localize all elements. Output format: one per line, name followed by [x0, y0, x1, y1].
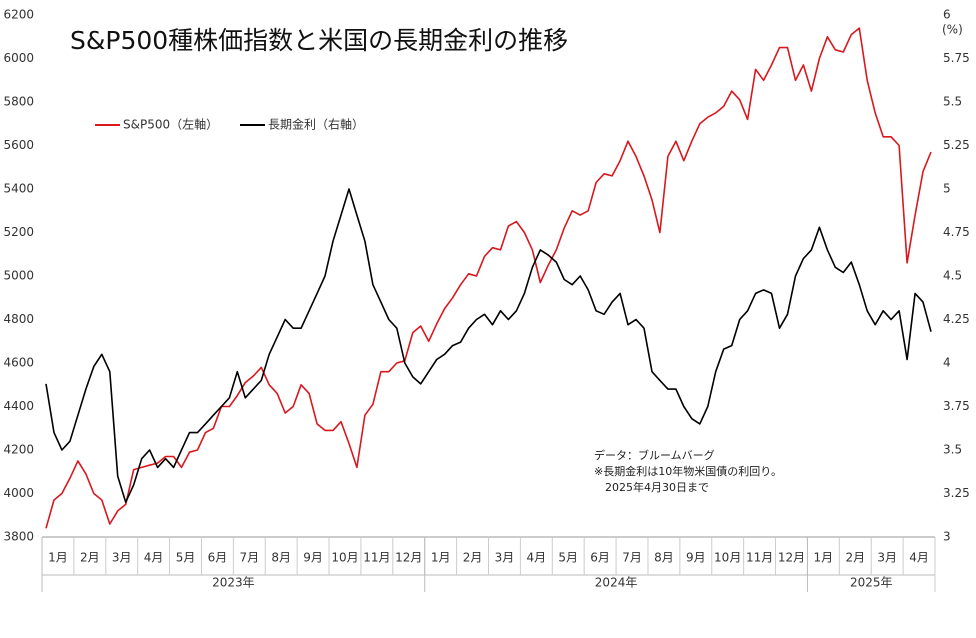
y-tick-label: 5400	[3, 182, 34, 196]
x-tick-label: 2月	[463, 551, 483, 565]
x-group-label: 2024年	[595, 576, 638, 590]
annotation: 2025年4月30日まで	[605, 480, 709, 494]
x-tick-label: 11月	[363, 551, 390, 565]
y-tick-label: 5200	[3, 225, 34, 239]
x-tick-label: 1月	[814, 551, 834, 565]
x-tick-label: 2月	[845, 551, 865, 565]
y-tick-label: 4600	[3, 356, 34, 370]
x-tick-label: 3月	[112, 551, 132, 565]
x-tick-label: 12月	[778, 551, 805, 565]
x-tick-label: 1月	[431, 551, 451, 565]
x-tick-label: 3月	[877, 551, 897, 565]
y2-tick-label: 3.25	[943, 486, 970, 500]
x-group-label: 2023年	[212, 576, 255, 590]
x-tick-label: 9月	[686, 551, 706, 565]
y-tick-label: 5600	[3, 138, 34, 152]
y-tick-label: 5000	[3, 269, 34, 283]
x-tick-label: 9月	[303, 551, 323, 565]
x-tick-label: 1月	[48, 551, 68, 565]
y2-tick-label: 5	[943, 182, 951, 196]
x-tick-label: 8月	[654, 551, 674, 565]
y2-tick-label: 4.5	[943, 269, 962, 283]
x-tick-label: 6月	[208, 551, 228, 565]
y2-tick-label: 4.75	[943, 225, 970, 239]
y2-tick-label: 3	[943, 530, 951, 544]
y2-tick-label: 4	[943, 356, 951, 370]
series-line	[45, 188, 932, 503]
y2-tick-label: 5.75	[943, 51, 970, 65]
y-tick-label: 5800	[3, 95, 34, 109]
y-tick-label: 3800	[3, 530, 34, 544]
x-tick-label: 6月	[590, 551, 610, 565]
x-tick-label: 5月	[558, 551, 578, 565]
y2-tick-label: 5.5	[943, 95, 962, 109]
y-tick-label: 4200	[3, 443, 34, 457]
x-tick-label: 4月	[527, 551, 547, 565]
series-line	[45, 27, 932, 529]
y-tick-label: 4400	[3, 399, 34, 413]
x-tick-label: 7月	[239, 551, 259, 565]
y-tick-label: 4000	[3, 486, 34, 500]
x-tick-label: 4月	[144, 551, 164, 565]
x-tick-label: 11月	[746, 551, 773, 565]
annotation: データ：ブルームバーグ	[594, 448, 715, 462]
y2-tick-label: 5.25	[943, 138, 970, 152]
chart-title: S&P500種株価指数と米国の長期金利の推移	[70, 26, 568, 55]
annotation: ※長期金利は10年物米国債の利回り。	[594, 464, 782, 478]
x-tick-label: 2月	[80, 551, 100, 565]
x-tick-label: 8月	[271, 551, 291, 565]
y-tick-label: 6200	[3, 8, 34, 22]
legend-label: 長期金利（右軸）	[268, 117, 364, 132]
x-tick-label: 3月	[495, 551, 515, 565]
x-tick-label: 10月	[331, 551, 358, 565]
legend-label: S&P500（左軸）	[123, 117, 218, 132]
y2-tick-label: 3.75	[943, 399, 970, 413]
x-tick-label: 12月	[395, 551, 422, 565]
x-tick-label: 4月	[909, 551, 929, 565]
y-tick-label: 6000	[3, 51, 34, 65]
y2-tick-label: 3.5	[943, 443, 962, 457]
x-group-label: 2025年	[850, 576, 893, 590]
y2-tick-label: 4.25	[943, 312, 970, 326]
y2-axis-label: (%)	[942, 23, 963, 37]
y-tick-label: 4800	[3, 312, 34, 326]
y2-tick-label: 6	[943, 8, 951, 22]
x-tick-label: 5月	[176, 551, 196, 565]
x-tick-label: 10月	[714, 551, 741, 565]
x-tick-label: 7月	[622, 551, 642, 565]
